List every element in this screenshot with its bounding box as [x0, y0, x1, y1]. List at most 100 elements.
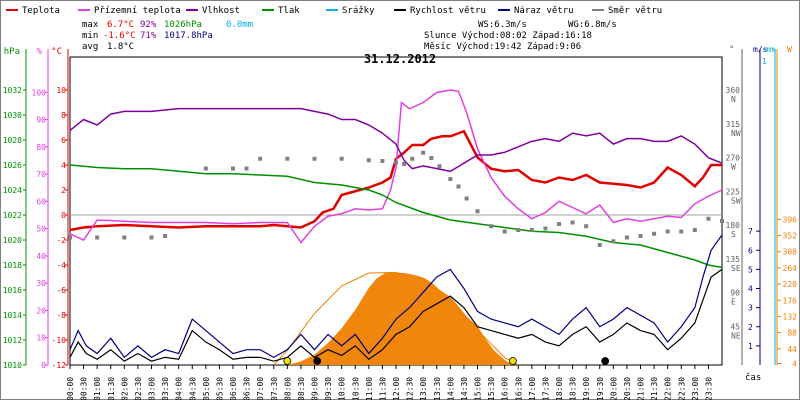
temperature-tick-label: -8 [56, 311, 66, 320]
pressure-tick-label: 1018 [3, 261, 22, 270]
pressure-tick-label: 1016 [3, 286, 22, 295]
x-tick-label: 22:00 [664, 377, 673, 400]
x-tick-label: 16:00 [501, 377, 510, 400]
legend-label: Teplota [22, 6, 60, 16]
x-tick-label: 12:30 [406, 377, 415, 400]
x-tick-label: 15:00 [474, 377, 483, 400]
wind-direction-point [502, 229, 507, 234]
x-tick-label: 04:30 [188, 377, 197, 400]
direction-compass-label: S [731, 230, 736, 239]
rychlost-vetru-line [69, 268, 723, 362]
wind-direction-point [448, 177, 453, 181]
x-tick-label: 08:30 [297, 377, 306, 400]
stats-max-label: max [82, 20, 99, 30]
pressure-tick-label: 1020 [3, 236, 22, 245]
teplota-line [69, 129, 722, 232]
prizemni-teplota-line [69, 89, 723, 244]
wind-direction-point [285, 156, 290, 161]
wind-direction-point [543, 226, 548, 231]
temperature-tick-label: 10 [56, 86, 66, 95]
solar-tick-label: 176 [783, 296, 798, 305]
pressure-tick-label: 1024 [3, 186, 22, 195]
x-tick-label: 20:00 [609, 377, 618, 400]
wind-direction-point [611, 239, 616, 244]
wind-direction-point [339, 156, 344, 161]
stats-block: max 6.7°C 92% 1026hPa 0.0mm min -1.6°C 7… [82, 20, 617, 52]
legend: Teplota Přízemní teplota Vlhkost Tlak Srážky… [6, 6, 662, 16]
rain-tick-label: 1 [762, 57, 767, 66]
x-tick-label: 18:00 [555, 377, 564, 400]
sunrise-marker [283, 357, 292, 365]
x-tick-label: 03:00 [148, 377, 157, 400]
x-tick-label: 01:30 [107, 377, 116, 400]
wind-direction-point [570, 220, 575, 225]
x-tick-label: 23:00 [691, 377, 700, 400]
x-tick-label: 13:30 [433, 377, 442, 400]
wind-direction-point [624, 235, 629, 240]
tlak-line [69, 164, 723, 269]
wind-direction-point [394, 160, 398, 165]
temperature-tick-label: 6 [61, 136, 66, 145]
direction-tick-label: 45 [730, 322, 740, 331]
wind-direction-point [437, 164, 442, 169]
sunset-marker [508, 357, 517, 365]
moonset-marker [313, 357, 322, 365]
wind-direction-point [163, 234, 168, 238]
stats-moon: Měsíc Východ:19:42 Západ:9:06 [424, 42, 581, 52]
wind-direction-point [380, 159, 385, 163]
direction-compass-label: NE [731, 331, 741, 340]
x-tick-label: 13:00 [419, 377, 428, 400]
wind-direction-point [706, 216, 711, 221]
direction-compass-label: SW [731, 196, 741, 205]
x-tick-label: 04:00 [175, 377, 184, 400]
stats-max-rain: 0.0mm [226, 20, 253, 30]
solar-tick-label: 264 [783, 264, 798, 273]
x-tick-label: 20:30 [623, 377, 632, 400]
wind-direction-point [597, 243, 602, 247]
temperature-tick-label: -4 [56, 261, 66, 270]
stats-min-temp: -1.6°C [103, 31, 136, 41]
x-tick-label: 16:30 [514, 377, 523, 400]
legend-label: Rychlost větru [410, 6, 486, 16]
pressure-tick-label: 1010 [3, 361, 22, 370]
pressure-tick-label: 1022 [3, 211, 22, 220]
wind-direction-point [638, 234, 643, 238]
pressure-tick-label: 1026 [3, 161, 22, 170]
direction-compass-label: W [731, 163, 736, 172]
solar-tick-label: 352 [783, 232, 798, 241]
wind-direction-point [421, 150, 426, 155]
legend-label: Vlhkost [202, 6, 240, 16]
legend-label: Přízemní teplota [94, 6, 181, 16]
direction-compass-label: SE [731, 264, 741, 273]
wind-direction-point [475, 209, 480, 214]
solar-tick-label: 44 [787, 345, 797, 354]
humidity-tick-label: 90 [36, 116, 46, 125]
x-tick-label: 00:30 [80, 377, 89, 400]
humidity-tick-label: 50 [36, 225, 46, 234]
x-tick-label: 05:00 [202, 377, 211, 400]
wind-direction-point [366, 158, 371, 163]
x-tick-label: 14:30 [460, 377, 469, 400]
wind-direction-point [584, 224, 589, 229]
direction-tick-label: 180 [726, 221, 741, 230]
wind-direction-point [652, 231, 657, 236]
solar-radiation-area [287, 273, 513, 365]
x-tick-label: 06:30 [243, 377, 252, 400]
legend-label: Směr větru [608, 6, 662, 16]
wind-tick-label: 1 [748, 342, 753, 351]
humidity-tick-label: 20 [36, 306, 46, 315]
humidity-tick-label: 40 [36, 252, 46, 261]
direction-tick-label: 315 [726, 120, 741, 129]
wind-direction-point [489, 224, 494, 229]
direction-tick-label: 360 [726, 86, 741, 95]
pressure-tick-label: 1032 [3, 86, 22, 95]
solar-tick-label: 4 [792, 360, 797, 369]
pressure-axis-label: hPa [4, 47, 20, 57]
x-tick-label: 10:30 [351, 377, 360, 400]
wind-direction-point [679, 229, 684, 234]
wind-direction-point [720, 219, 724, 223]
x-tick-label: 05:30 [215, 377, 224, 400]
temperature-tick-label: 0 [61, 211, 66, 220]
wind-direction-point [122, 235, 127, 240]
stats-min-hum: 71% [140, 31, 157, 41]
